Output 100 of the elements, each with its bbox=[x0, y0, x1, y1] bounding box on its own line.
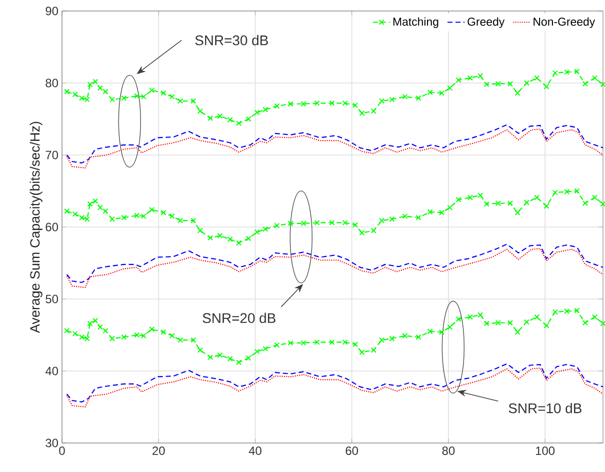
point bbox=[534, 75, 540, 81]
point bbox=[329, 100, 335, 106]
point bbox=[109, 96, 115, 102]
point bbox=[564, 308, 570, 314]
point bbox=[534, 314, 540, 320]
point bbox=[300, 101, 306, 107]
point bbox=[160, 210, 166, 216]
point bbox=[314, 220, 320, 226]
point bbox=[262, 226, 268, 232]
point bbox=[329, 220, 335, 226]
point bbox=[102, 88, 108, 94]
line-series bbox=[66, 128, 604, 169]
point bbox=[484, 320, 490, 326]
point bbox=[574, 188, 580, 194]
point bbox=[484, 201, 490, 207]
point bbox=[495, 80, 501, 86]
point bbox=[121, 334, 127, 340]
point bbox=[72, 92, 78, 98]
point bbox=[236, 240, 242, 246]
point bbox=[514, 90, 520, 96]
point bbox=[552, 190, 558, 196]
point bbox=[208, 354, 214, 360]
point bbox=[190, 218, 196, 224]
line-series bbox=[66, 124, 604, 164]
point bbox=[544, 322, 550, 328]
point bbox=[262, 106, 268, 112]
point bbox=[600, 201, 605, 207]
point bbox=[370, 347, 376, 353]
point bbox=[552, 309, 558, 315]
point bbox=[246, 355, 252, 361]
point bbox=[262, 346, 268, 352]
point bbox=[190, 98, 196, 104]
point bbox=[495, 320, 501, 326]
line-series bbox=[66, 248, 604, 288]
point bbox=[574, 68, 580, 74]
point bbox=[72, 330, 78, 336]
y-tick-label: 60 bbox=[46, 222, 58, 232]
point bbox=[416, 334, 422, 340]
point bbox=[352, 222, 358, 228]
point bbox=[495, 200, 501, 206]
x-tick-label: 100 bbox=[536, 446, 555, 455]
point bbox=[97, 85, 103, 91]
point bbox=[359, 110, 365, 116]
point bbox=[456, 316, 462, 322]
point bbox=[564, 69, 570, 75]
point bbox=[178, 218, 184, 224]
point bbox=[524, 200, 530, 206]
point bbox=[97, 324, 103, 330]
point bbox=[514, 210, 520, 216]
point bbox=[508, 320, 514, 326]
x-tick-label: 20 bbox=[152, 446, 165, 455]
point bbox=[524, 80, 530, 86]
point bbox=[359, 350, 365, 356]
point bbox=[389, 216, 395, 222]
point bbox=[379, 98, 385, 104]
point bbox=[197, 108, 203, 114]
x-tick-label: 60 bbox=[346, 446, 358, 455]
point bbox=[447, 204, 453, 210]
point bbox=[149, 206, 155, 212]
point bbox=[227, 116, 233, 122]
point bbox=[564, 188, 570, 194]
point bbox=[456, 77, 462, 83]
point bbox=[370, 228, 376, 234]
point bbox=[121, 214, 127, 220]
point bbox=[160, 329, 166, 335]
point bbox=[197, 347, 203, 353]
point bbox=[359, 230, 365, 236]
point bbox=[438, 329, 444, 335]
point bbox=[582, 320, 588, 326]
point bbox=[592, 194, 598, 200]
point bbox=[342, 339, 348, 345]
point bbox=[314, 339, 320, 345]
point bbox=[149, 326, 155, 332]
point bbox=[574, 308, 580, 314]
point bbox=[582, 200, 588, 206]
point bbox=[274, 342, 280, 348]
point bbox=[300, 220, 306, 226]
y-tick-label: 50 bbox=[46, 294, 58, 304]
point bbox=[236, 360, 242, 366]
point bbox=[534, 194, 540, 200]
point bbox=[389, 336, 395, 342]
point bbox=[64, 328, 70, 334]
point bbox=[160, 90, 166, 96]
y-tick-label: 80 bbox=[46, 78, 58, 88]
point bbox=[109, 216, 115, 222]
point bbox=[544, 84, 550, 90]
point bbox=[552, 70, 558, 76]
point bbox=[352, 342, 358, 348]
point bbox=[121, 95, 127, 101]
point bbox=[178, 98, 184, 104]
point bbox=[64, 88, 70, 94]
point bbox=[314, 100, 320, 106]
point bbox=[102, 208, 108, 214]
annotation: SNR=30 dB bbox=[195, 35, 268, 46]
point bbox=[467, 194, 473, 200]
point bbox=[236, 120, 242, 126]
point bbox=[478, 73, 484, 79]
x-tick-label: 80 bbox=[442, 446, 455, 455]
point bbox=[508, 80, 514, 86]
point bbox=[427, 90, 433, 96]
